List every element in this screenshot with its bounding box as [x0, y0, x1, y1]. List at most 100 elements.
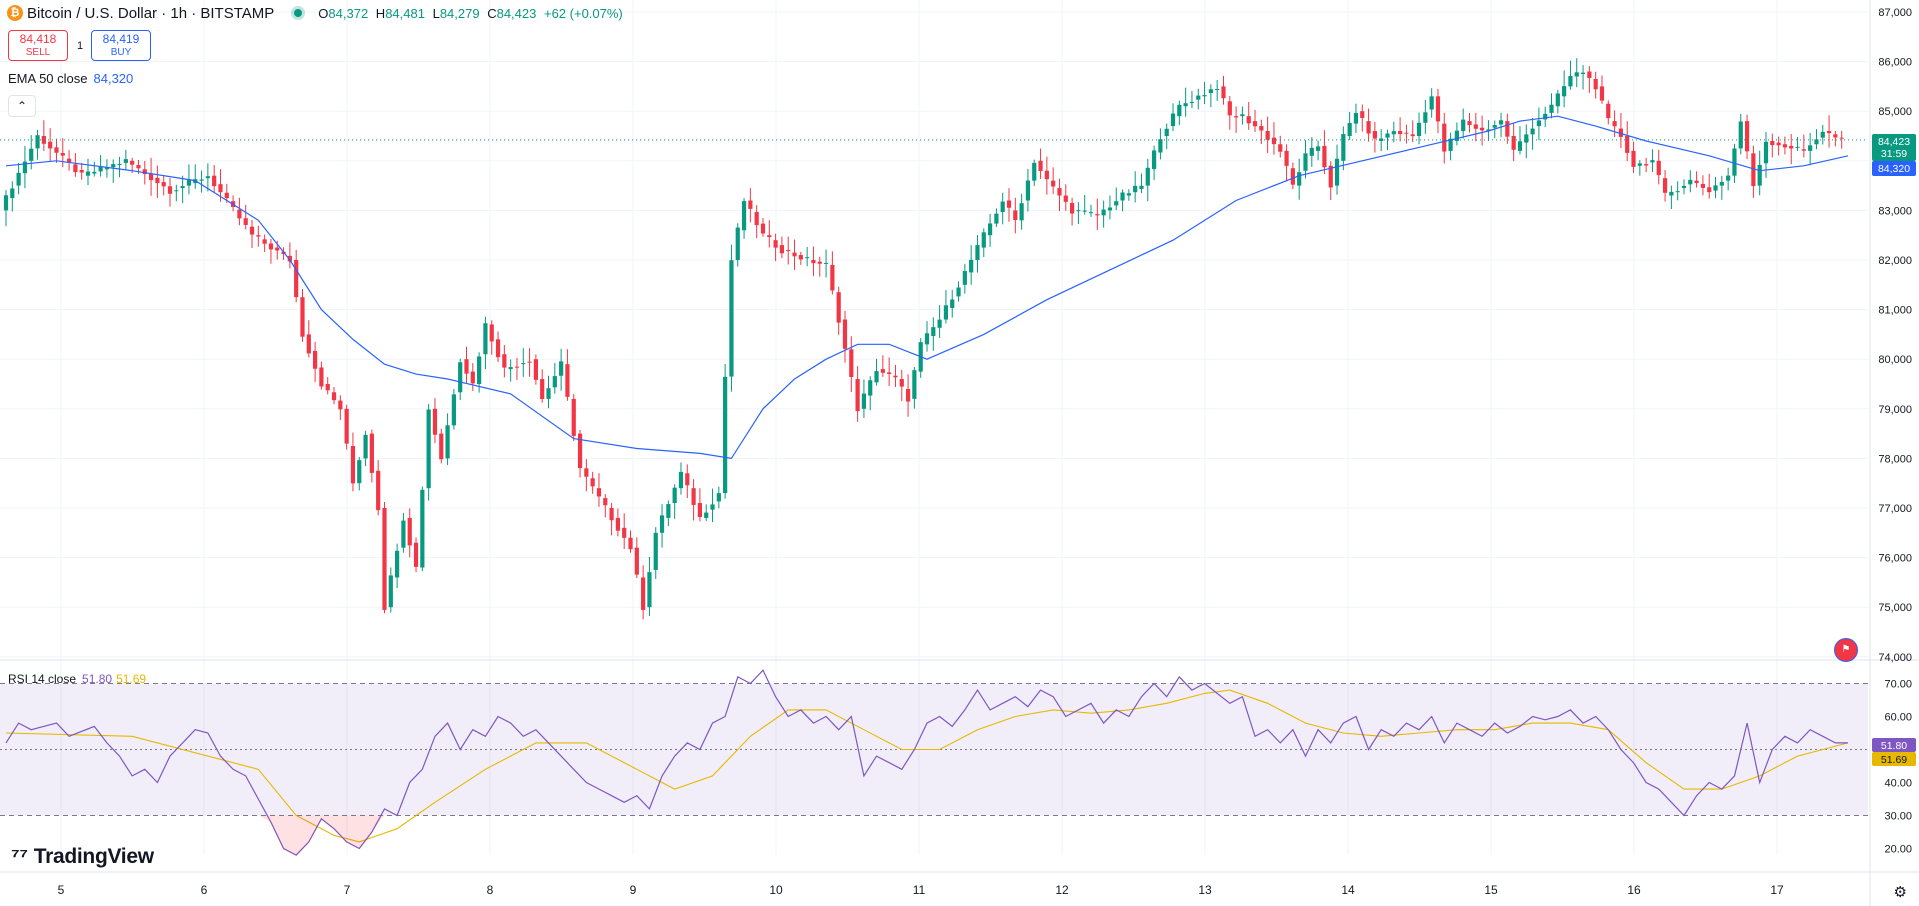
candle-body: [1688, 179, 1693, 185]
candle-body: [1284, 150, 1289, 166]
candle-body: [849, 349, 854, 378]
candle-body: [1700, 183, 1706, 188]
candle-body: [1082, 210, 1087, 212]
economic-events-icon[interactable]: ⚑: [1834, 638, 1858, 662]
candle-body: [666, 504, 671, 518]
candle-body: [1763, 141, 1769, 164]
candle-body: [1726, 175, 1731, 181]
candle-body: [1259, 126, 1264, 131]
candle-body: [1297, 172, 1302, 186]
rsi-legend[interactable]: RSI 14 close 51.80 51.69: [8, 672, 146, 686]
candle-body: [943, 305, 949, 320]
candle-body: [249, 226, 255, 235]
candle-body: [313, 350, 318, 369]
candle-body: [779, 245, 785, 254]
candle-body: [350, 446, 356, 484]
candle-body: [805, 257, 810, 259]
candle-body: [817, 261, 822, 264]
candle-body: [1599, 86, 1605, 101]
candle-body: [1751, 153, 1756, 187]
candle-body: [1675, 191, 1680, 193]
candle-body: [1095, 214, 1100, 216]
candle-body: [142, 169, 147, 175]
candle-body: [975, 245, 980, 260]
candle-body: [1820, 131, 1825, 138]
candle-body: [344, 408, 349, 444]
time-tick-label: 8: [487, 883, 494, 897]
sell-button[interactable]: 84,418 SELL: [8, 30, 68, 61]
candle-body: [1101, 209, 1106, 216]
candle-body: [622, 527, 627, 538]
candle-body: [590, 478, 595, 487]
candle-body: [861, 393, 867, 409]
candle-body: [1606, 103, 1611, 119]
candle-body: [451, 394, 456, 426]
candle-body: [1013, 210, 1018, 221]
candle-body: [950, 299, 955, 308]
bitcoin-icon: ₿: [7, 5, 23, 21]
candle-body: [1574, 72, 1579, 77]
price-tick-label: 85,000: [1878, 106, 1912, 118]
rsi-tick-label: 20.00: [1884, 844, 1912, 856]
candle-body: [905, 388, 911, 402]
candle-body: [577, 433, 583, 469]
candle-body: [1549, 104, 1554, 113]
candle-body: [218, 184, 223, 193]
market-status-icon: [294, 9, 303, 17]
candle-body: [1170, 113, 1176, 127]
candle-body: [741, 201, 747, 231]
candle-body: [1555, 93, 1560, 107]
sell-price: 84,418: [19, 32, 57, 46]
candle-body: [1032, 162, 1037, 181]
candle-body: [1461, 119, 1466, 132]
price-tick-label: 81,000: [1878, 305, 1912, 317]
candle-body: [1366, 121, 1371, 134]
candle-body: [691, 488, 696, 505]
candle-body: [1183, 103, 1188, 107]
candle-body: [123, 159, 128, 163]
candle-body: [1454, 130, 1459, 141]
candle-body: [1669, 191, 1674, 196]
gear-icon[interactable]: ⚙: [1893, 884, 1907, 901]
candle-body: [874, 371, 879, 383]
candle-body: [571, 398, 576, 436]
candle-body: [704, 512, 709, 518]
candle-body: [1801, 149, 1806, 151]
candle-body: [1385, 133, 1390, 138]
candle-body: [609, 508, 614, 521]
rsi-ma-badge: [1872, 752, 1916, 766]
candle-body: [325, 384, 330, 391]
candle-body: [483, 323, 488, 355]
tradingview-logo[interactable]: ⁷⁷ TradingView: [11, 845, 154, 869]
buy-button[interactable]: 84,419 BUY: [91, 30, 151, 61]
candle-body: [262, 239, 267, 244]
candle-body: [1612, 121, 1617, 127]
price-tick-label: 82,000: [1878, 255, 1912, 267]
candle-body: [376, 470, 381, 511]
candle-body: [615, 517, 620, 531]
candle-body: [893, 375, 898, 378]
time-tick-label: 15: [1484, 883, 1498, 897]
rsi-legend-value: 51.80: [82, 672, 113, 686]
ema-legend-label: EMA 50 close: [8, 71, 88, 86]
candle-body: [1322, 145, 1327, 168]
candle-body: [413, 542, 419, 567]
candle-body: [584, 468, 589, 477]
candle-body: [1126, 193, 1131, 196]
candle-body: [1120, 192, 1125, 201]
collapse-legend-button[interactable]: ⌃: [8, 95, 36, 117]
rsi-ma-badge-text: 51.69: [1881, 754, 1907, 766]
candle-body: [130, 160, 135, 165]
symbol-header: ₿ Bitcoin / U.S. Dollar · 1h · BITSTAMP …: [0, 0, 627, 26]
candle-body: [729, 260, 734, 377]
candle-body: [1618, 128, 1624, 137]
candle-body: [1271, 137, 1277, 145]
time-tick-label: 10: [769, 883, 783, 897]
candle-body: [1051, 180, 1056, 187]
candle-body: [1517, 141, 1523, 151]
ema-legend[interactable]: EMA 50 close 84,320: [8, 71, 133, 86]
candle-body: [1076, 210, 1081, 212]
symbol-title[interactable]: Bitcoin / U.S. Dollar · 1h · BITSTAMP: [27, 4, 275, 22]
candle-body: [1442, 123, 1447, 152]
